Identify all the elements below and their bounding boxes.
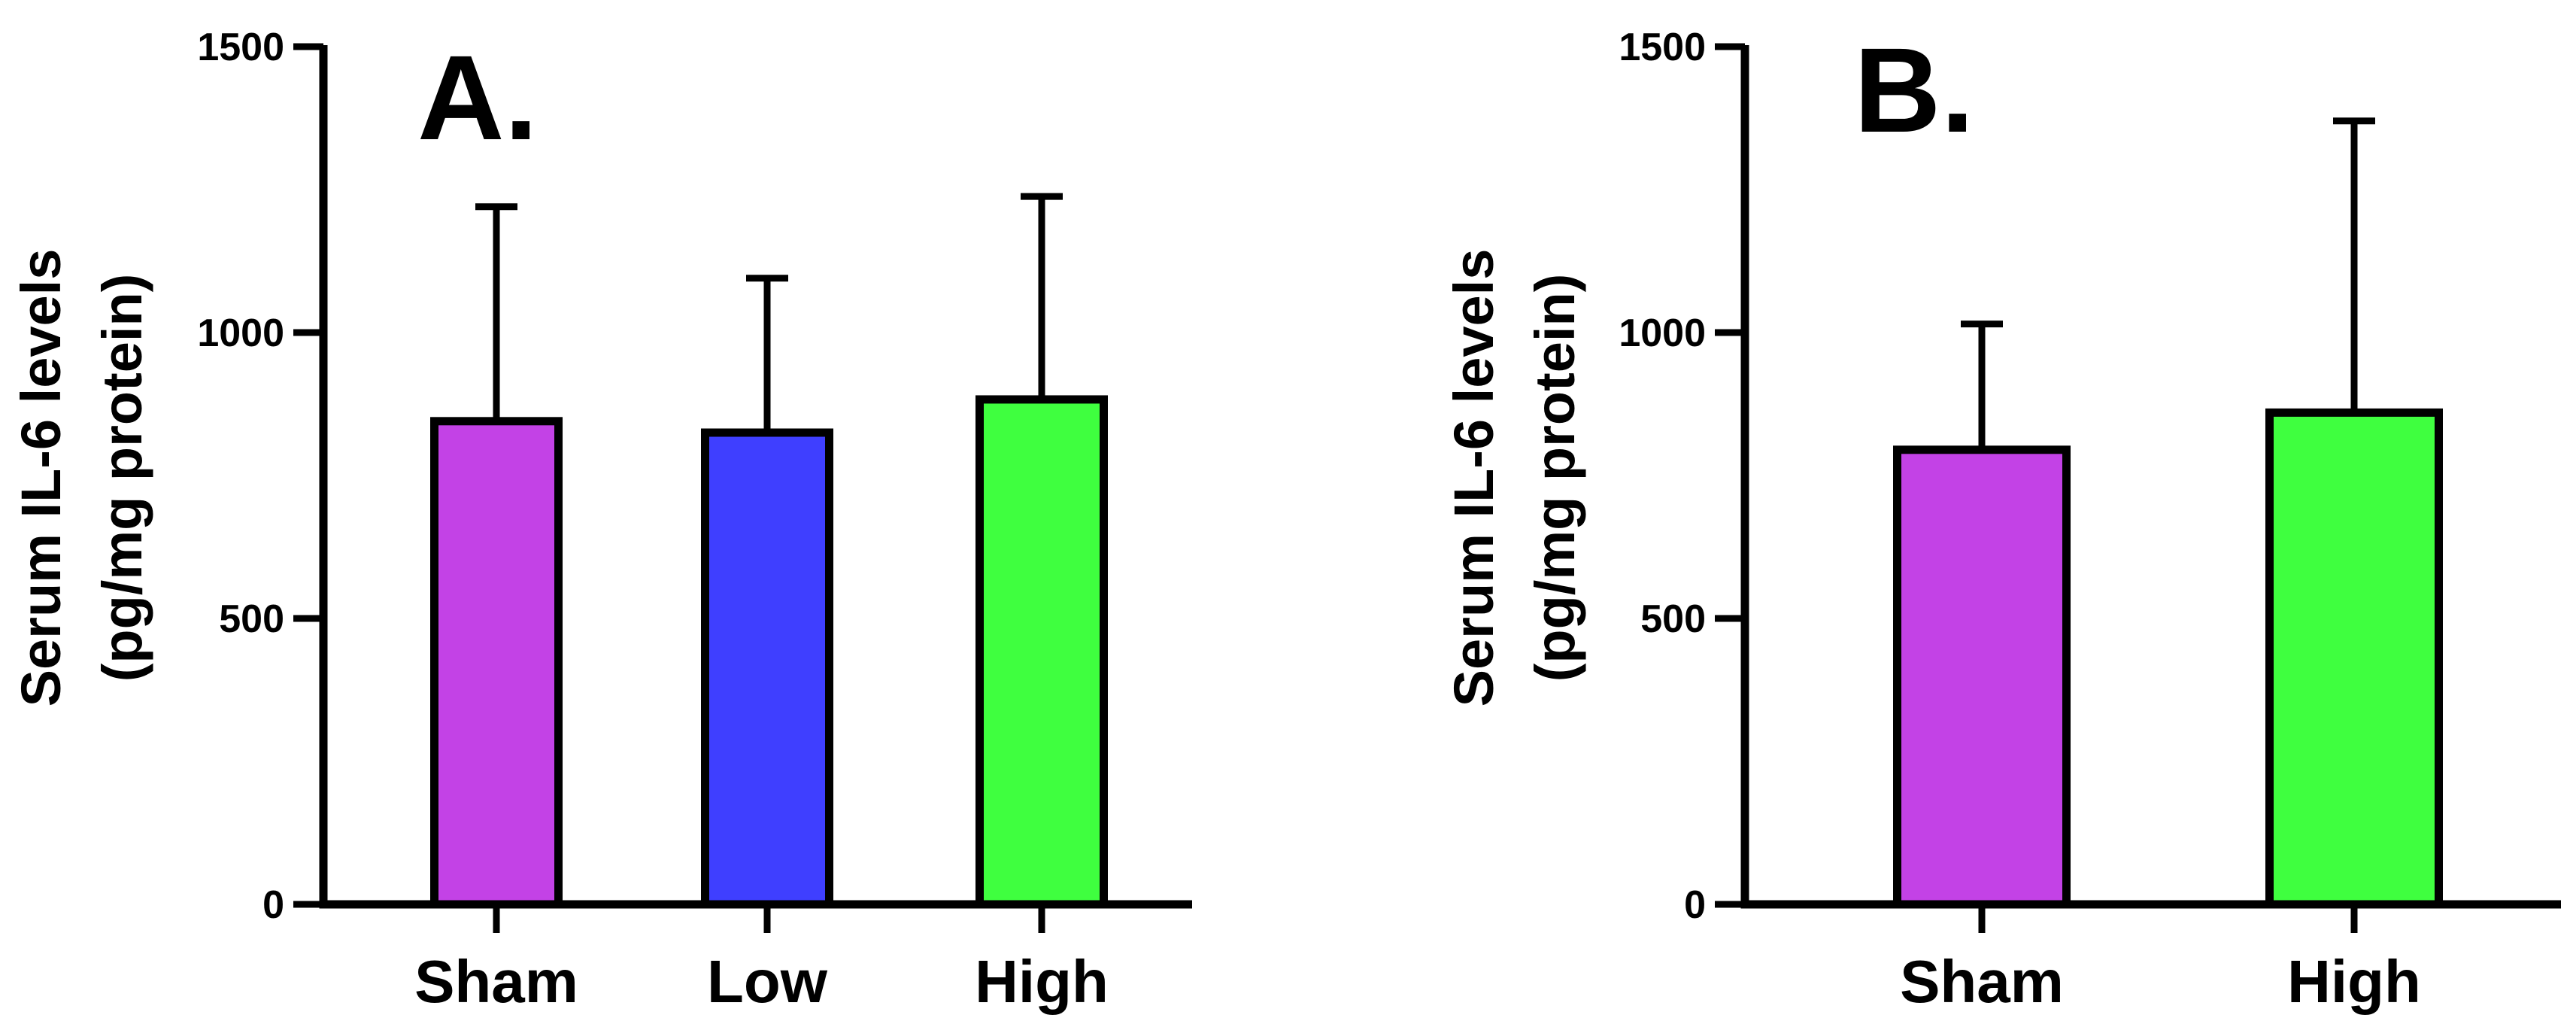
panel-a-label: A. xyxy=(417,30,538,165)
panel-b-x-tick-label-1: High xyxy=(2287,948,2421,1015)
panel-a-y-tick-label-1: 500 xyxy=(219,597,284,641)
panel-b-y-tick-label-3: 1500 xyxy=(1619,26,1706,69)
panel-a-x-tick-label-0: Sham xyxy=(414,948,578,1015)
panel-a: A. Serum IL-6 levels (pg/mg protein) 0 50… xyxy=(10,26,1192,1015)
panel-b: B. Serum IL-6 levels (pg/mg protein) 0 50… xyxy=(1443,23,2561,1015)
panel-a-x-tick-label-2: High xyxy=(975,948,1109,1015)
panel-a-bar-1 xyxy=(701,428,833,909)
panel-a-ylabel-line1: Serum IL-6 levels xyxy=(10,249,72,707)
panel-a-y-tick-label-0: 0 xyxy=(262,883,284,927)
panel-b-y-tick-label-2: 1000 xyxy=(1619,311,1706,355)
panel-b-y-tick-label-1: 500 xyxy=(1640,597,1706,641)
panel-a-bar-0 xyxy=(430,417,563,909)
panel-b-bar-0 xyxy=(1893,445,2071,909)
panel-a-bar-2 xyxy=(975,395,1108,909)
panel-a-y-tick-label-2: 1000 xyxy=(197,311,284,355)
panel-b-y-tick-label-0: 0 xyxy=(1684,883,1706,927)
panel-b-x-tick-label-0: Sham xyxy=(1900,948,2064,1015)
panel-a-ylabel-line2: (pg/mg protein) xyxy=(91,274,153,682)
panel-b-ylabel-line2: (pg/mg protein) xyxy=(1524,274,1586,682)
panel-a-marks: 0 500 1000 1500 Sham Low High xyxy=(197,26,1192,1015)
panel-b-marks: 0 500 1000 1500 Sham High xyxy=(1619,26,2561,1015)
panel-b-label: B. xyxy=(1854,23,1974,157)
panel-b-ylabel-line1: Serum IL-6 levels xyxy=(1443,249,1505,707)
panel-a-x-tick-label-1: Low xyxy=(707,948,828,1015)
panel-b-bar-1 xyxy=(2265,408,2443,909)
panel-a-y-tick-label-3: 1500 xyxy=(197,26,284,69)
